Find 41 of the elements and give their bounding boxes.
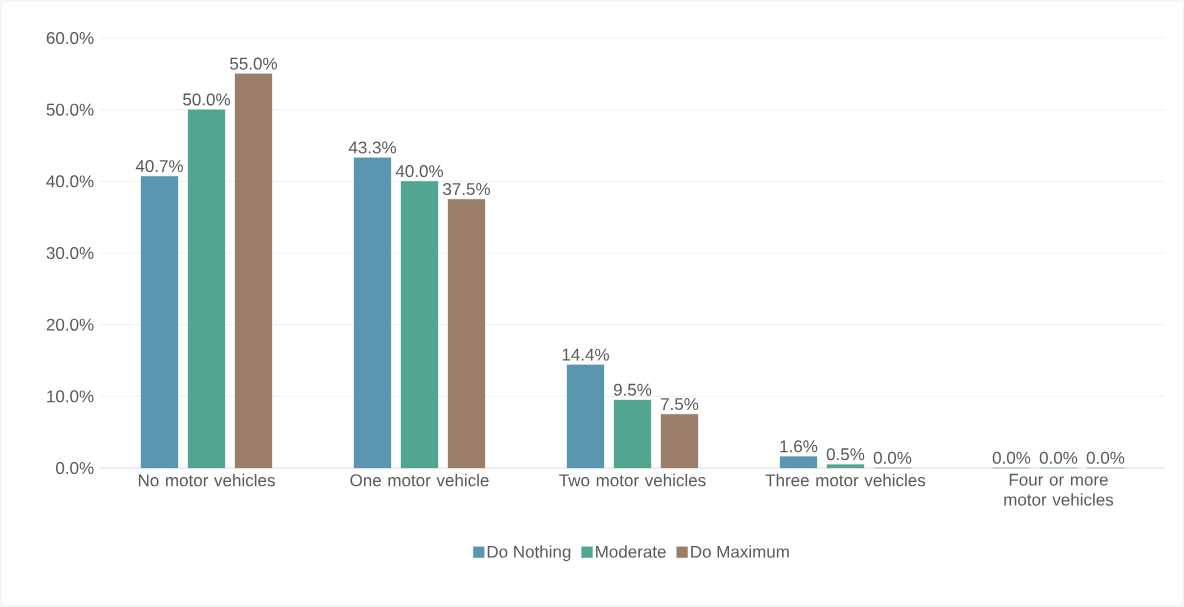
data-label: 0.0%: [992, 451, 1031, 464]
bar: [140, 176, 179, 469]
data-label: 0.0%: [1039, 451, 1078, 464]
bar: [447, 199, 486, 469]
y-tick-label: 60.0%: [46, 31, 94, 45]
bar: [400, 181, 439, 469]
legend-label: Do Maximum: [691, 545, 789, 558]
bar: [826, 464, 865, 469]
legend-label: Moderate: [596, 545, 666, 558]
y-tick-label: 0.0%: [56, 461, 94, 475]
data-label: 40.0%: [395, 165, 443, 178]
data-label: 43.3%: [348, 141, 396, 154]
bar: [566, 364, 605, 469]
bar: [779, 456, 818, 469]
bar: [660, 414, 699, 469]
bar: [613, 399, 652, 469]
y-tick-label: 10.0%: [47, 390, 94, 403]
data-label: 14.4%: [562, 348, 609, 361]
data-label: 0.0%: [873, 451, 912, 464]
bar: [353, 157, 392, 469]
bar: [234, 73, 273, 469]
bar: [187, 109, 226, 469]
x-tick-label: Four or more motor vehicles: [1004, 473, 1114, 506]
x-tick-label: Three motor vehicles: [765, 473, 926, 487]
x-tick-label: No motor vehicles: [138, 473, 275, 487]
legend-label: Do Nothing: [487, 545, 571, 562]
data-label: 9.5%: [613, 383, 652, 396]
data-label: 7.5%: [660, 398, 699, 411]
data-label: 50.0%: [183, 93, 230, 106]
y-tick-label: 40.0%: [46, 175, 94, 188]
data-label: 0.0%: [1086, 451, 1125, 464]
y-tick-label: 30.0%: [46, 246, 94, 260]
data-label: 1.6%: [780, 440, 818, 453]
x-tick-label: One motor vehicle: [350, 473, 489, 487]
y-tick-label: 20.0%: [46, 318, 94, 331]
data-label: 0.5%: [826, 448, 865, 461]
data-label: 55.0%: [230, 57, 277, 70]
data-label: 40.7%: [135, 160, 183, 173]
x-tick-label: Two motor vehicles: [559, 473, 706, 487]
data-label: 37.5%: [443, 183, 490, 196]
y-tick-label: 50.0%: [46, 103, 94, 116]
